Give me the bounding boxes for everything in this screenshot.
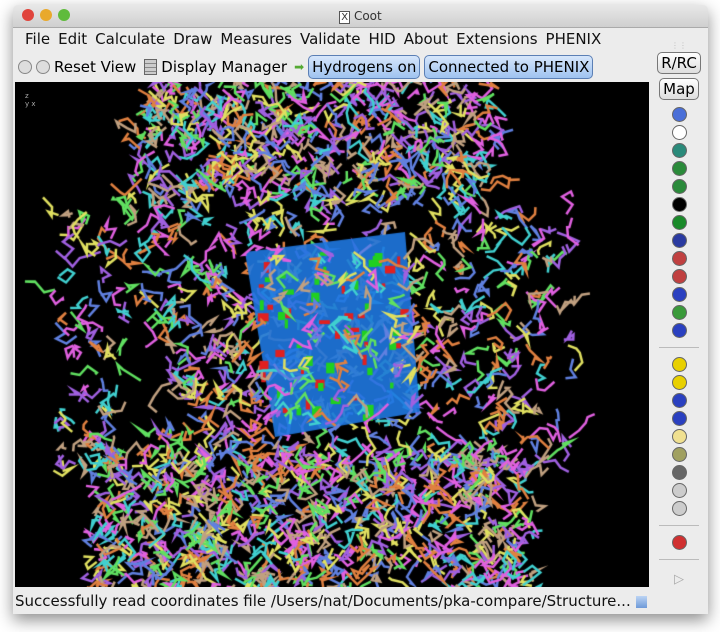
edit-backbone-icon[interactable]: [671, 251, 687, 266]
x11-icon: X: [339, 11, 351, 24]
menu-hid[interactable]: HID: [368, 30, 396, 48]
separator: [659, 559, 699, 560]
menu-file[interactable]: File: [25, 30, 51, 48]
add-side-chain-icon[interactable]: [671, 305, 687, 320]
radioactive-icon[interactable]: [671, 375, 687, 390]
model-toolbar: ⋮⋮ R/RC Map ▷: [652, 41, 706, 601]
status-bar: Successfully read coordinates file /User…: [15, 590, 647, 612]
coot-window: X Coot File Edit Calculate Draw Measures Vali…: [13, 5, 708, 614]
phenix-arrow-icon: ➡: [294, 60, 305, 74]
redo-icon[interactable]: [671, 501, 687, 516]
grip-handle[interactable]: ⋮⋮: [671, 41, 687, 50]
axis-y-label: y: [25, 100, 30, 108]
axis-z-label: z: [25, 92, 29, 100]
close-button[interactable]: [22, 9, 34, 21]
phenix-connection-button[interactable]: Connected to PHENIX: [424, 55, 594, 79]
separator: [659, 525, 699, 526]
menu-draw[interactable]: Draw: [173, 30, 213, 48]
menu-about[interactable]: About: [403, 30, 449, 48]
rotate-translate-zone-icon[interactable]: [671, 107, 687, 122]
menu-bar: File Edit Calculate Draw Measures Validate HID…: [13, 27, 605, 51]
map-button[interactable]: Map: [659, 78, 699, 100]
menu-measures[interactable]: Measures: [220, 30, 292, 48]
clear-pending-icon[interactable]: [671, 447, 687, 462]
simple-mutate-icon[interactable]: [671, 287, 687, 302]
side-chain-180-icon[interactable]: [671, 233, 687, 248]
display-manager-icon[interactable]: [144, 59, 158, 75]
hydrogens-toggle[interactable]: Hydrogens on: [308, 55, 421, 79]
separator: [659, 347, 699, 348]
auto-fit-rotamer-icon[interactable]: [671, 125, 687, 140]
menu-extensions[interactable]: Extensions: [456, 30, 538, 48]
window-title: Coot: [353, 9, 382, 23]
ramachandran-flag-icon[interactable]: [671, 535, 687, 550]
title-bar: X Coot: [13, 5, 708, 28]
jed-flip-icon[interactable]: [671, 323, 687, 338]
display-manager-button[interactable]: Display Manager: [161, 58, 288, 76]
status-indicator: [635, 595, 647, 608]
rotamers-icon[interactable]: [671, 143, 687, 158]
menu-validate[interactable]: Validate: [300, 30, 361, 48]
place-atom-icon[interactable]: [671, 393, 687, 408]
mutate-autofit-icon[interactable]: [671, 269, 687, 284]
molecule-graphics[interactable]: [15, 82, 649, 587]
back-icon[interactable]: [18, 60, 32, 74]
play-icon[interactable]: ▷: [674, 572, 684, 587]
expand-arrow-icon[interactable]: [671, 197, 687, 212]
reset-view-button[interactable]: Reset View: [54, 58, 137, 76]
add-residue-icon[interactable]: [671, 411, 687, 426]
delete-icon[interactable]: [671, 465, 687, 480]
minimize-button[interactable]: [40, 9, 52, 21]
edit-chi-angles-icon[interactable]: [671, 161, 687, 176]
zoom-button[interactable]: [58, 9, 70, 21]
axis-x-label: x: [31, 100, 36, 108]
add-terminal-icon[interactable]: [671, 429, 687, 444]
stop-icon[interactable]: [36, 60, 50, 74]
menu-edit[interactable]: Edit: [58, 30, 88, 48]
flip-peptide-icon[interactable]: [671, 215, 687, 230]
undo-icon[interactable]: [671, 483, 687, 498]
menu-calculate[interactable]: Calculate: [95, 30, 166, 48]
menu-phenix[interactable]: PHENIX: [545, 30, 602, 48]
add-alt-conf-icon[interactable]: [671, 357, 687, 372]
status-message: Successfully read coordinates file /User…: [15, 592, 631, 610]
torsion-general-icon[interactable]: [671, 179, 687, 194]
rrc-button[interactable]: R/RC: [657, 52, 701, 74]
toolbar: Reset View Display Manager ➡ Hydrogens o…: [13, 53, 594, 81]
